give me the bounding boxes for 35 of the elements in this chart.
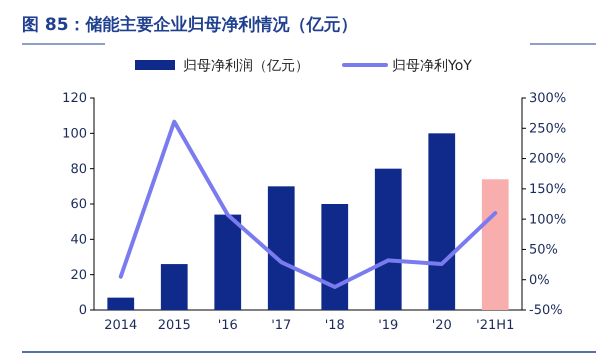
y-tick-label: 0 xyxy=(78,303,87,318)
bar xyxy=(107,298,134,310)
bar xyxy=(428,133,456,310)
y2-tick-label: 300% xyxy=(529,91,566,106)
chart-title: 图 85：储能主要企业归母净利情况（亿元） xyxy=(22,15,358,35)
x-tick-label: '17 xyxy=(271,318,292,334)
x-tick-label: 2014 xyxy=(104,318,138,334)
y2-tick-label: 100% xyxy=(529,212,566,228)
x-tick-label: '21H1 xyxy=(476,318,514,334)
y-tick-label: 80 xyxy=(70,162,87,177)
x-tick-label: '19 xyxy=(378,318,398,334)
y-tick-label: 120 xyxy=(62,91,87,106)
legend-label: 归母净利YoY xyxy=(392,58,472,74)
bar xyxy=(214,214,242,310)
x-tick-label: '18 xyxy=(324,318,345,334)
x-tick-label: 2015 xyxy=(158,318,191,334)
x-tick-label: '16 xyxy=(218,318,238,334)
y2-tick-label: 150% xyxy=(529,182,566,198)
x-tick-label: '20 xyxy=(432,318,452,334)
y2-tick-label: -50% xyxy=(529,303,563,318)
y2-tick-label: 0% xyxy=(529,272,550,288)
y-tick-label: 40 xyxy=(70,232,87,248)
y2-tick-label: 250% xyxy=(529,121,566,136)
y-tick-label: 20 xyxy=(70,268,87,283)
bar xyxy=(268,186,295,310)
y-tick-label: 100 xyxy=(62,126,87,142)
y2-tick-label: 50% xyxy=(529,242,558,258)
bar xyxy=(321,204,348,310)
bar xyxy=(160,264,188,310)
bar xyxy=(374,168,402,310)
line-series xyxy=(118,120,498,289)
bar xyxy=(482,179,509,310)
y2-tick-label: 200% xyxy=(529,152,566,167)
legend-label: 归母净利润（亿元） xyxy=(183,58,309,74)
y-tick-label: 60 xyxy=(70,197,87,212)
